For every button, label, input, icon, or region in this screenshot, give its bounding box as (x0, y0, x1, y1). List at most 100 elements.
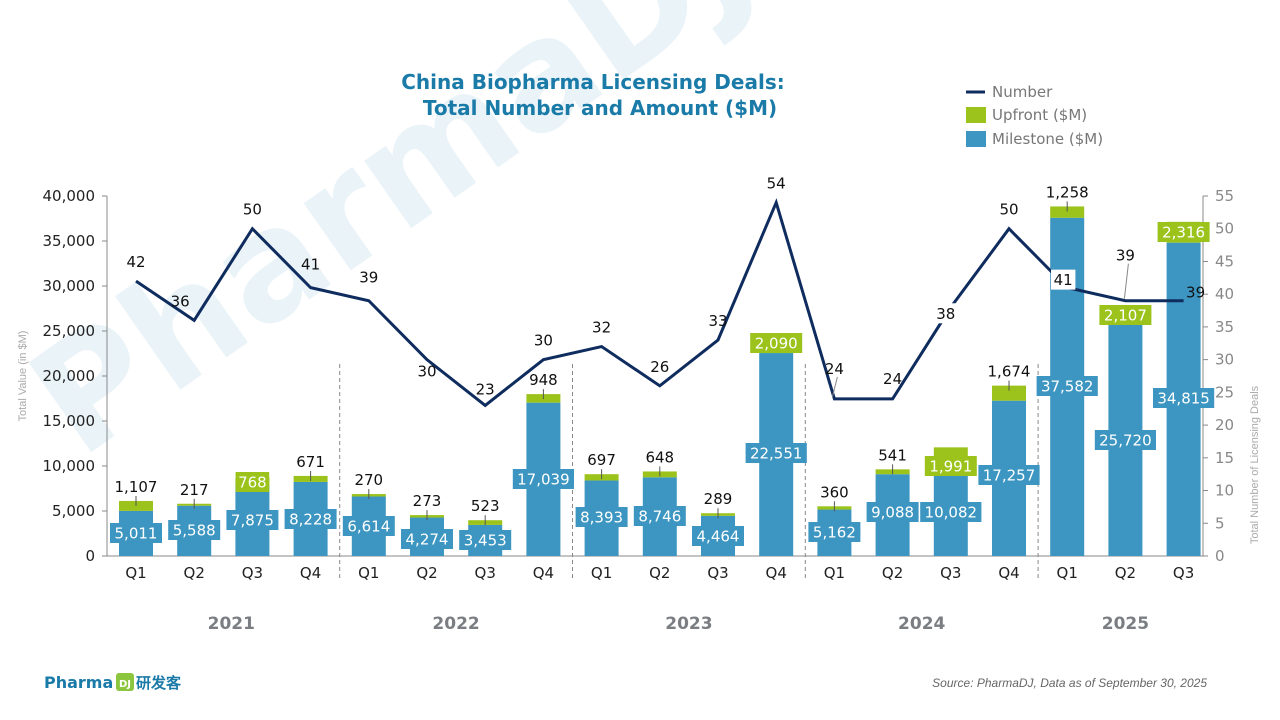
milestone-data-label: 17,039 (517, 471, 570, 489)
x-axis-category-label: Q3 (1173, 564, 1194, 582)
upfront-data-label: 671 (296, 453, 325, 471)
footer-logo: Pharma DJ 研发客 (44, 673, 182, 692)
left-axis-tick-label: 5,000 (52, 502, 95, 520)
logo-cn-text: 研发客 (136, 674, 182, 692)
x-axis-category-label: Q3 (940, 564, 961, 582)
number-data-label: 54 (767, 175, 786, 193)
milestone-data-label-bg (745, 443, 807, 463)
upfront-data-label: 697 (587, 451, 616, 469)
data-labels: 5,011 5,588 7,875 8,228 6,614 4,274 3,453 17,03… (110, 175, 1215, 550)
milestone-data-label-bg (575, 507, 628, 527)
legend-label-number: Number (992, 83, 1053, 101)
right-axis-tick-label: 40 (1215, 285, 1234, 303)
x-axis-category-label: Q1 (591, 564, 612, 582)
milestone-data-label-bg (978, 465, 1040, 485)
milestone-data-label: 5,162 (813, 524, 856, 542)
milestone-data-label-bg (226, 510, 279, 530)
right-axis-tick-label: 5 (1215, 514, 1225, 532)
milestone-data-label-bg (342, 516, 395, 536)
milestone-data-label-bg (808, 522, 861, 542)
x-axis-category-label: Q3 (242, 564, 263, 582)
milestone-data-label-bg (168, 520, 221, 540)
milestone-data-label: 3,453 (464, 532, 507, 550)
upfront-data-label: 948 (529, 371, 558, 389)
milestone-data-label: 9,088 (871, 504, 914, 522)
upfront-data-label-bg (750, 333, 803, 353)
right-axis-tick-label: 0 (1215, 547, 1225, 565)
milestone-data-label: 5,011 (115, 525, 158, 543)
number-data-label: 39 (1116, 247, 1135, 265)
right-axis-tick-label: 15 (1215, 449, 1234, 467)
milestone-data-label-bg (866, 502, 919, 522)
x-axis-category-label: Q4 (533, 564, 554, 582)
logo-badge-text: DJ (119, 679, 131, 690)
milestone-data-label: 17,257 (983, 467, 1036, 485)
milestone-data-label: 8,393 (580, 509, 623, 527)
upfront-data-label: 2,090 (755, 335, 798, 353)
milestone-data-label: 8,228 (289, 511, 332, 529)
x-axis-category-label: Q4 (300, 564, 321, 582)
left-axis-tick-label: 30,000 (43, 277, 96, 295)
number-data-label: 36 (171, 292, 190, 310)
right-axis-tick-label: 50 (1215, 220, 1234, 238)
x-axis-category-label: Q3 (475, 564, 496, 582)
milestone-data-label: 25,720 (1099, 432, 1152, 450)
right-axis-tick-label: 20 (1215, 416, 1234, 434)
left-axis-tick-label: 10,000 (43, 457, 96, 475)
upfront-data-label: 1,107 (115, 478, 158, 496)
right-axis-tick-label: 30 (1215, 351, 1234, 369)
upfront-bar (1050, 206, 1085, 218)
chart-title-line-2: Total Number and Amount ($M) (423, 96, 777, 120)
legend-swatch-upfront (966, 107, 986, 123)
milestone-data-label-bg (692, 526, 744, 546)
number-leader-line (1123, 263, 1129, 299)
milestone-data-label-bg (110, 523, 162, 543)
milestone-data-label-bg (1036, 376, 1098, 396)
upfront-data-label: 1,991 (929, 458, 972, 476)
x-axis-category-label: Q1 (125, 564, 146, 582)
number-data-label: 42 (126, 253, 145, 271)
upfront-data-label: 648 (645, 448, 674, 466)
upfront-data-label: 2,107 (1104, 307, 1147, 325)
milestone-data-label-bg (284, 509, 337, 529)
number-data-label: 41 (1054, 271, 1073, 289)
upfront-data-label: 1,674 (988, 363, 1031, 381)
upfront-data-label: 523 (471, 497, 500, 515)
x-axis-category-label: Q2 (882, 564, 903, 582)
number-data-label: 24 (883, 370, 902, 388)
x-axis-year-label: 2024 (898, 614, 945, 634)
right-axis-tick-label: 35 (1215, 318, 1234, 336)
number-data-label-bg (1051, 269, 1076, 290)
x-axis-year-label: 2021 (208, 614, 255, 634)
milestone-data-label-bg (1153, 388, 1215, 408)
upfront-data-label: 217 (180, 481, 209, 499)
number-data-label: 41 (301, 256, 320, 274)
number-data-label: 32 (592, 319, 611, 337)
upfront-data-label: 360 (820, 483, 849, 501)
milestone-data-label: 4,274 (406, 531, 449, 549)
x-axis-category-label: Q1 (358, 564, 379, 582)
x-axis-category-label: Q3 (707, 564, 728, 582)
upfront-data-label-bg (235, 472, 270, 492)
milestone-data-label-bg (920, 502, 982, 522)
legend: Number Upfront ($M) Milestone ($M) (966, 83, 1103, 148)
logo-badge (116, 673, 134, 691)
milestone-data-label: 8,746 (638, 508, 681, 526)
upfront-data-label-bg (1157, 222, 1210, 242)
legend-label-upfront: Upfront ($M) (992, 106, 1087, 124)
right-axis-tick-label: 10 (1215, 482, 1234, 500)
number-data-label: 39 (359, 269, 378, 287)
left-axis-tick-label: 15,000 (43, 412, 96, 430)
x-axis-category-label: Q2 (649, 564, 670, 582)
milestone-data-label-bg (459, 530, 512, 550)
milestone-data-label-bg (401, 529, 453, 549)
milestone-data-label: 4,464 (697, 528, 740, 546)
x-axis-category-label: Q2 (1115, 564, 1136, 582)
upfront-data-label: 273 (413, 492, 442, 510)
legend-label-milestone: Milestone ($M) (992, 130, 1103, 148)
right-axis-tick-label: 55 (1215, 187, 1234, 205)
upfront-bar (992, 385, 1026, 401)
x-axis-category-label: Q4 (998, 564, 1019, 582)
number-data-label: 33 (708, 312, 727, 330)
